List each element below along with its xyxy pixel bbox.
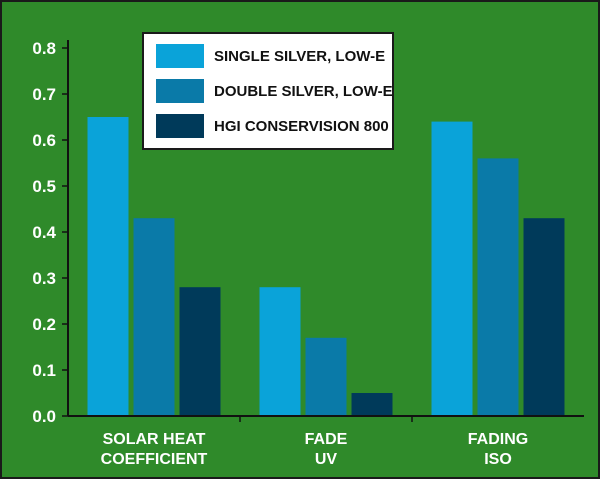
category-label: COEFFICIENT (101, 451, 208, 468)
bar (179, 287, 221, 416)
category-label: ISO (484, 451, 512, 468)
legend-label: SINGLE SILVER, LOW-E (214, 47, 386, 65)
bar (351, 393, 393, 416)
bar (87, 117, 129, 416)
axes (67, 40, 584, 422)
legend: SINGLE SILVER, LOW-E DOUBLE SILVER, LOW-… (142, 32, 394, 150)
y-tick-label: 0.7 (32, 85, 56, 104)
legend-swatch (156, 44, 204, 68)
legend-label: DOUBLE SILVER, LOW-E (214, 82, 393, 100)
legend-item-double-silver: DOUBLE SILVER, LOW-E (156, 76, 393, 106)
bars (87, 117, 565, 416)
bar (523, 218, 565, 416)
bar (431, 121, 473, 416)
bar (133, 218, 175, 416)
legend-label: HGI CONSERVISION 800 (214, 117, 389, 135)
y-tick-label: 0.1 (32, 361, 56, 380)
bar (477, 158, 519, 416)
category-label: SOLAR HEAT (103, 431, 206, 448)
y-tick-label: 0.3 (32, 269, 56, 288)
category-label: FADING (468, 431, 528, 448)
legend-swatch (156, 79, 204, 103)
bar (259, 287, 301, 416)
category-label: UV (315, 451, 338, 468)
y-tick-label: 0.5 (32, 177, 56, 196)
y-tick-label: 0.2 (32, 315, 56, 334)
legend-item-single-silver: SINGLE SILVER, LOW-E (156, 41, 385, 71)
legend-swatch (156, 114, 204, 138)
y-tick-label: 0.6 (32, 131, 56, 150)
y-axis-ticks: 0.0 0.1 0.2 0.3 0.4 0.5 0.6 0.7 0.8 (32, 39, 68, 426)
category-label: FADE (305, 431, 348, 448)
y-tick-label: 0.8 (32, 39, 56, 58)
y-tick-label: 0.0 (32, 407, 56, 426)
legend-item-hgi-conservision: HGI CONSERVISION 800 (156, 111, 389, 141)
y-tick-label: 0.4 (32, 223, 56, 242)
bar-chart: 0.0 0.1 0.2 0.3 0.4 0.5 0.6 0.7 0.8 SOLAR HEAT CO… (32, 39, 584, 468)
x-axis-categories: SOLAR HEAT COEFFICIENT FADE UV FADING ISO (101, 431, 529, 468)
bar (305, 337, 347, 416)
